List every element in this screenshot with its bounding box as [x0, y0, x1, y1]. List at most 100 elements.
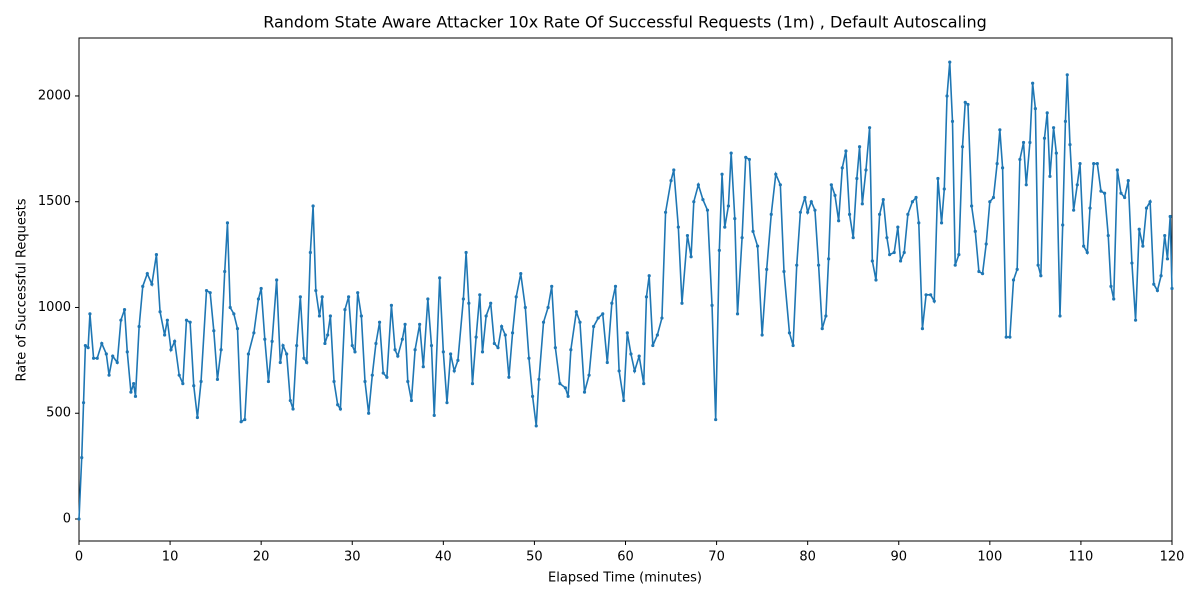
- data-point: [235, 327, 240, 331]
- data-point: [892, 250, 896, 255]
- data-point: [125, 350, 129, 354]
- data-point: [208, 291, 212, 295]
- data-point: [1033, 107, 1037, 111]
- data-point: [246, 352, 251, 356]
- data-point: [239, 420, 243, 424]
- data-point: [1039, 274, 1043, 278]
- data-point: [625, 331, 629, 335]
- data-point: [489, 301, 493, 305]
- data-point: [980, 272, 985, 276]
- data-point: [970, 204, 974, 208]
- data-point: [820, 327, 824, 331]
- x-tick-label: 60: [617, 550, 634, 565]
- data-point: [827, 257, 831, 261]
- data-point: [874, 278, 878, 282]
- data-point: [338, 407, 343, 411]
- data-point: [474, 335, 478, 339]
- data-point: [478, 293, 482, 297]
- data-point: [1004, 335, 1008, 339]
- data-point: [1078, 162, 1082, 166]
- data-point: [1065, 73, 1069, 77]
- data-point: [308, 250, 312, 255]
- data-point: [1099, 189, 1103, 193]
- data-point: [1170, 286, 1174, 291]
- data-point: [347, 295, 351, 299]
- data-point: [840, 166, 844, 170]
- data-point: [188, 320, 192, 324]
- data-point: [920, 327, 925, 331]
- data-point: [782, 269, 786, 274]
- data-point: [464, 250, 468, 255]
- data-point: [953, 263, 957, 267]
- data-point: [988, 200, 992, 204]
- data-point: [503, 333, 507, 337]
- x-tick-label: 70: [708, 550, 725, 565]
- data-point: [1165, 257, 1170, 261]
- data-point: [633, 369, 637, 373]
- data-point: [145, 272, 149, 276]
- data-point: [263, 337, 267, 341]
- data-point: [647, 274, 651, 278]
- data-point: [1088, 206, 1092, 210]
- data-point: [195, 415, 200, 420]
- data-point: [122, 307, 127, 312]
- data-point: [285, 352, 289, 356]
- data-point: [507, 375, 511, 379]
- data-point: [343, 307, 347, 312]
- y-tick-label: 2000: [38, 88, 71, 103]
- data-point: [1133, 318, 1138, 322]
- data-point: [323, 341, 327, 346]
- data-point: [855, 176, 859, 181]
- data-point: [720, 172, 724, 176]
- data-point: [80, 456, 84, 460]
- data-point: [885, 236, 889, 240]
- data-point: [795, 263, 799, 267]
- data-point: [1141, 244, 1145, 248]
- data-point: [270, 339, 274, 343]
- data-point: [1095, 162, 1099, 166]
- data-point: [413, 348, 417, 352]
- data-point: [452, 369, 456, 373]
- data-point: [816, 263, 821, 267]
- data-point: [534, 424, 538, 428]
- data-point: [291, 407, 295, 411]
- data-point: [350, 343, 354, 348]
- data-point: [791, 343, 795, 348]
- data-point: [735, 312, 740, 316]
- data-point: [1148, 200, 1152, 204]
- data-point: [381, 371, 385, 375]
- data-point: [644, 295, 649, 299]
- data-point: [637, 354, 641, 358]
- data-point: [655, 333, 659, 337]
- data-point: [432, 413, 436, 417]
- data-point: [314, 288, 318, 293]
- data-point: [104, 352, 108, 356]
- data-point: [629, 352, 633, 356]
- data-point: [480, 350, 485, 354]
- data-point: [898, 259, 903, 263]
- data-point: [833, 193, 837, 197]
- data-point: [295, 343, 299, 348]
- data-point: [510, 331, 515, 335]
- data-point: [137, 324, 141, 329]
- x-tick-label: 50: [526, 550, 543, 565]
- data-point: [546, 305, 550, 310]
- data-point: [1031, 81, 1035, 85]
- data-point: [541, 320, 546, 324]
- data-point: [939, 221, 944, 225]
- data-point: [326, 333, 330, 337]
- x-tick-label: 120: [1160, 550, 1185, 565]
- data-point: [1112, 297, 1116, 301]
- data-point: [672, 168, 676, 172]
- data-point: [336, 403, 340, 407]
- data-point: [587, 373, 591, 377]
- data-point: [622, 398, 626, 403]
- data-point: [803, 195, 807, 200]
- data-point: [438, 276, 442, 280]
- data-point: [441, 350, 445, 354]
- data-point: [910, 200, 915, 204]
- x-tick-label: 40: [435, 550, 452, 565]
- data-point: [228, 305, 232, 310]
- data-point: [328, 314, 332, 318]
- data-point: [1024, 183, 1028, 187]
